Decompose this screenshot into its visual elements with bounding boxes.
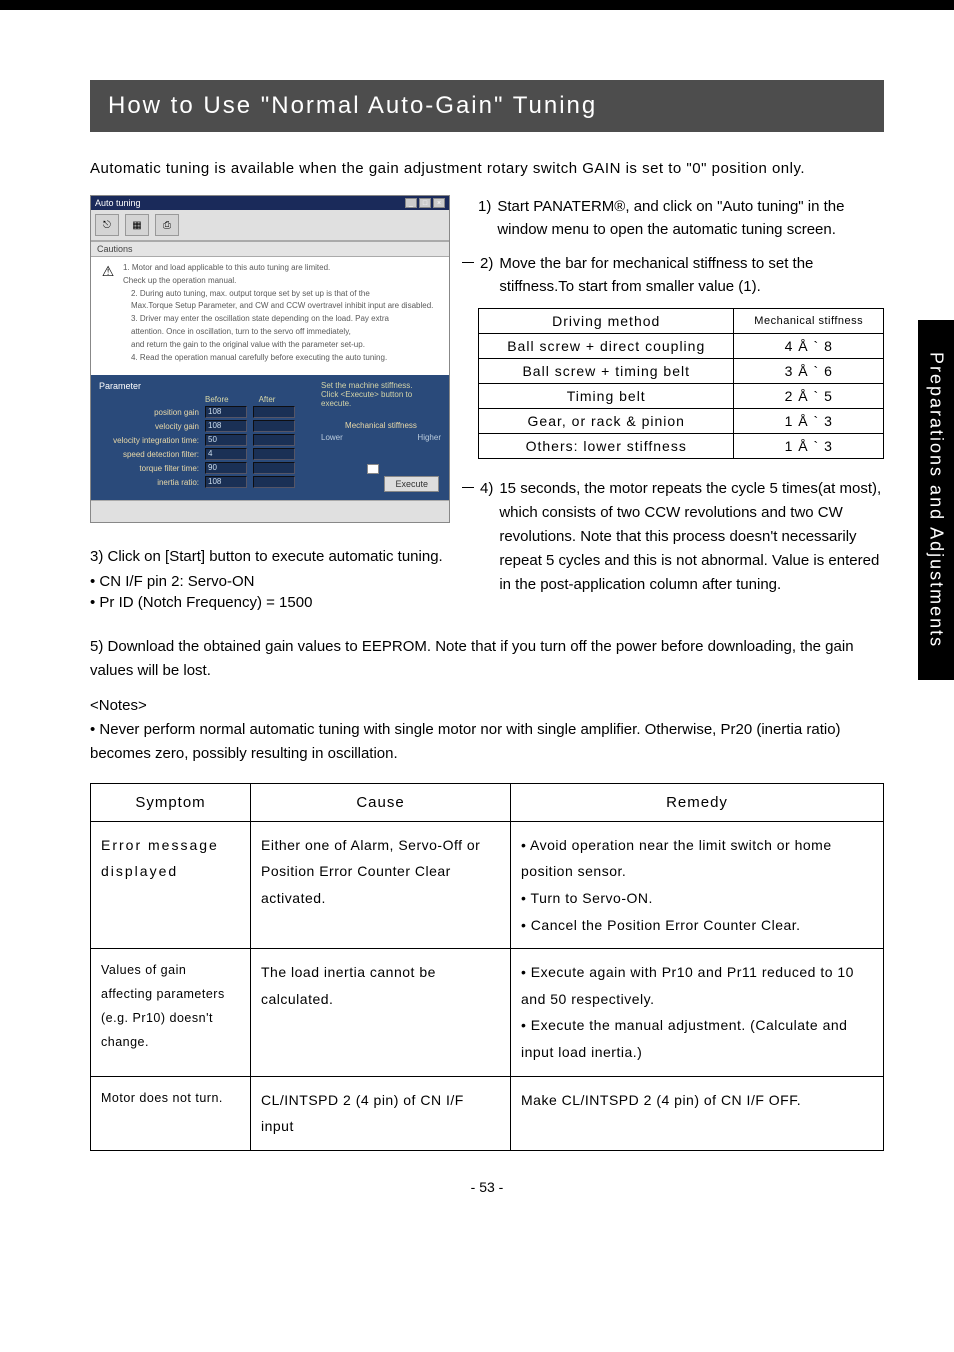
stiff-range: 4 Å ` 8 xyxy=(734,334,884,359)
param-field: 4 xyxy=(205,448,247,460)
stiff-method: Ball screw + direct coupling xyxy=(479,334,734,359)
stiffness-table: Driving method Mechanical stiffness Ball… xyxy=(478,308,884,459)
page-number: - 53 - xyxy=(90,1179,884,1195)
window-titlebar: Auto tuning _ □ × xyxy=(91,196,449,210)
notes-body: • Never perform normal automatic tuning … xyxy=(90,718,884,765)
param-label: velocity integration time: xyxy=(99,436,199,445)
scale-higher: Higher xyxy=(417,433,441,442)
toolbar: ⎋ ▦ ⎙ xyxy=(91,210,449,241)
screenshot-footer xyxy=(91,500,449,522)
param-field: 50 xyxy=(205,434,247,446)
print-icon: ⎙ xyxy=(155,214,179,236)
hint-line: Set the machine stiffness. xyxy=(321,381,441,390)
mech-stiff-label: Mechanical stiffness xyxy=(321,421,441,430)
step2-text: Move the bar for mechanical stiffness to… xyxy=(499,252,884,299)
param-label: torque filter time: xyxy=(99,464,199,473)
stiff-range: 2 Å ` 5 xyxy=(734,384,884,409)
trouble-cause: The load inertia cannot be calculated. xyxy=(251,949,511,1076)
stiff-method: Ball screw + timing belt xyxy=(479,359,734,384)
step4-text: 15 seconds, the motor repeats the cycle … xyxy=(499,477,884,597)
caution-line: attention. Once in oscillation, turn to … xyxy=(131,327,441,338)
stiff-th-mech: Mechanical stiffness xyxy=(734,309,884,334)
step3-text: Click on [Start] button to execute autom… xyxy=(108,548,443,565)
notes-header: <Notes> xyxy=(90,697,884,714)
app-screenshot: Auto tuning _ □ × ⎋ ▦ ⎙ Cautions xyxy=(90,195,450,523)
connector-line xyxy=(462,262,474,263)
caution-text: 1. Motor and load applicable to this aut… xyxy=(123,263,441,365)
step1-num: 1) xyxy=(478,195,491,242)
param-field: 108 xyxy=(205,420,247,432)
param-field xyxy=(253,476,295,488)
execute-button: Execute xyxy=(384,476,439,492)
trouble-remedy: • Avoid operation near the limit switch … xyxy=(511,821,884,948)
stiff-method: Gear, or rack & pinion xyxy=(479,409,734,434)
parameter-panel: Parameter Before After Set the machine s… xyxy=(91,375,449,500)
stiff-method: Timing belt xyxy=(479,384,734,409)
stiff-range: 1 Å ` 3 xyxy=(734,409,884,434)
side-hint: Set the machine stiffness. Click <Execut… xyxy=(321,381,441,408)
trouble-th-symptom: Symptom xyxy=(91,783,251,821)
minimize-icon: _ xyxy=(405,198,417,208)
stiff-method: Others: lower stiffness xyxy=(479,434,734,459)
step3-bullet2: • Pr ID (Notch Frequency) = 1500 xyxy=(90,594,450,611)
step5-text: Download the obtained gain values to EEP… xyxy=(90,638,854,679)
top-black-bar xyxy=(0,0,954,10)
caution-line: 2. During auto tuning, max. output torqu… xyxy=(131,289,441,300)
param-field xyxy=(253,420,295,432)
trouble-cause: CL/INTSPD 2 (4 pin) of CN I/F input xyxy=(251,1076,511,1150)
step3-bullet1: • CN I/F pin 2: Servo-ON xyxy=(90,573,450,590)
param-field: 108 xyxy=(205,406,247,418)
trouble-symptom: Values of gain affecting parameters (e.g… xyxy=(91,949,251,1076)
step1-text: Start PANATERM®, and click on "Auto tuni… xyxy=(497,195,884,242)
close-icon: × xyxy=(433,198,445,208)
step2-num: 2) xyxy=(480,252,493,299)
step4-num: 4) xyxy=(480,477,493,597)
side-tab-text: Preparations and Adjustments xyxy=(926,352,947,648)
caution-line: 1. Motor and load applicable to this aut… xyxy=(123,263,441,274)
caution-line: 4. Read the operation manual carefully b… xyxy=(131,353,441,364)
caution-line: 3. Driver may enter the oscillation stat… xyxy=(131,314,441,325)
scale-lower: Lower xyxy=(321,433,343,442)
side-tab: Preparations and Adjustments xyxy=(918,320,954,680)
param-label: velocity gain xyxy=(99,422,199,431)
col-after: After xyxy=(259,395,276,404)
window-title: Auto tuning xyxy=(95,198,141,208)
hint-line: Click <Execute> button to execute. xyxy=(321,390,441,408)
section-title: How to Use "Normal Auto-Gain" Tuning xyxy=(90,80,884,132)
param-label: speed detection filter: xyxy=(99,450,199,459)
caution-line: Check up the operation manual. xyxy=(123,276,441,287)
trouble-remedy: Make CL/INTSPD 2 (4 pin) of CN I/F OFF. xyxy=(511,1076,884,1150)
param-field xyxy=(253,448,295,460)
param-field xyxy=(253,406,295,418)
stiff-range: 3 Å ` 6 xyxy=(734,359,884,384)
trouble-cause: Either one of Alarm, Servo-Off or Positi… xyxy=(251,821,511,948)
exit-icon: ⎋ xyxy=(95,214,119,236)
trouble-th-remedy: Remedy xyxy=(511,783,884,821)
tab-icon: ▦ xyxy=(125,214,149,236)
trouble-th-cause: Cause xyxy=(251,783,511,821)
param-field: 108 xyxy=(205,476,247,488)
caution-header: Cautions xyxy=(91,241,449,257)
param-field: 90 xyxy=(205,462,247,474)
caution-line: and return the gain to the original valu… xyxy=(131,340,441,351)
warning-icon: ⚠ xyxy=(99,263,117,279)
caution-line: Max.Torque Setup Parameter, and CW and C… xyxy=(131,301,441,312)
connector-line xyxy=(462,487,474,488)
maximize-icon: □ xyxy=(419,198,431,208)
trouble-symptom: Error message displayed xyxy=(91,821,251,948)
write-checkbox xyxy=(367,464,379,474)
param-label: position gain xyxy=(99,408,199,417)
step3-num: 3) xyxy=(90,548,103,565)
param-label: inertia ratio: xyxy=(99,478,199,487)
stiff-range: 1 Å ` 3 xyxy=(734,434,884,459)
trouble-symptom: Motor does not turn. xyxy=(91,1076,251,1150)
param-field xyxy=(253,434,295,446)
step5-num: 5) xyxy=(90,638,103,655)
trouble-table: Symptom Cause Remedy Error message displ… xyxy=(90,783,884,1151)
trouble-remedy: • Execute again with Pr10 and Pr11 reduc… xyxy=(511,949,884,1076)
col-before: Before xyxy=(205,395,229,404)
stiff-th-method: Driving method xyxy=(479,309,734,334)
intro-text: Automatic tuning is available when the g… xyxy=(90,160,884,177)
param-field xyxy=(253,462,295,474)
